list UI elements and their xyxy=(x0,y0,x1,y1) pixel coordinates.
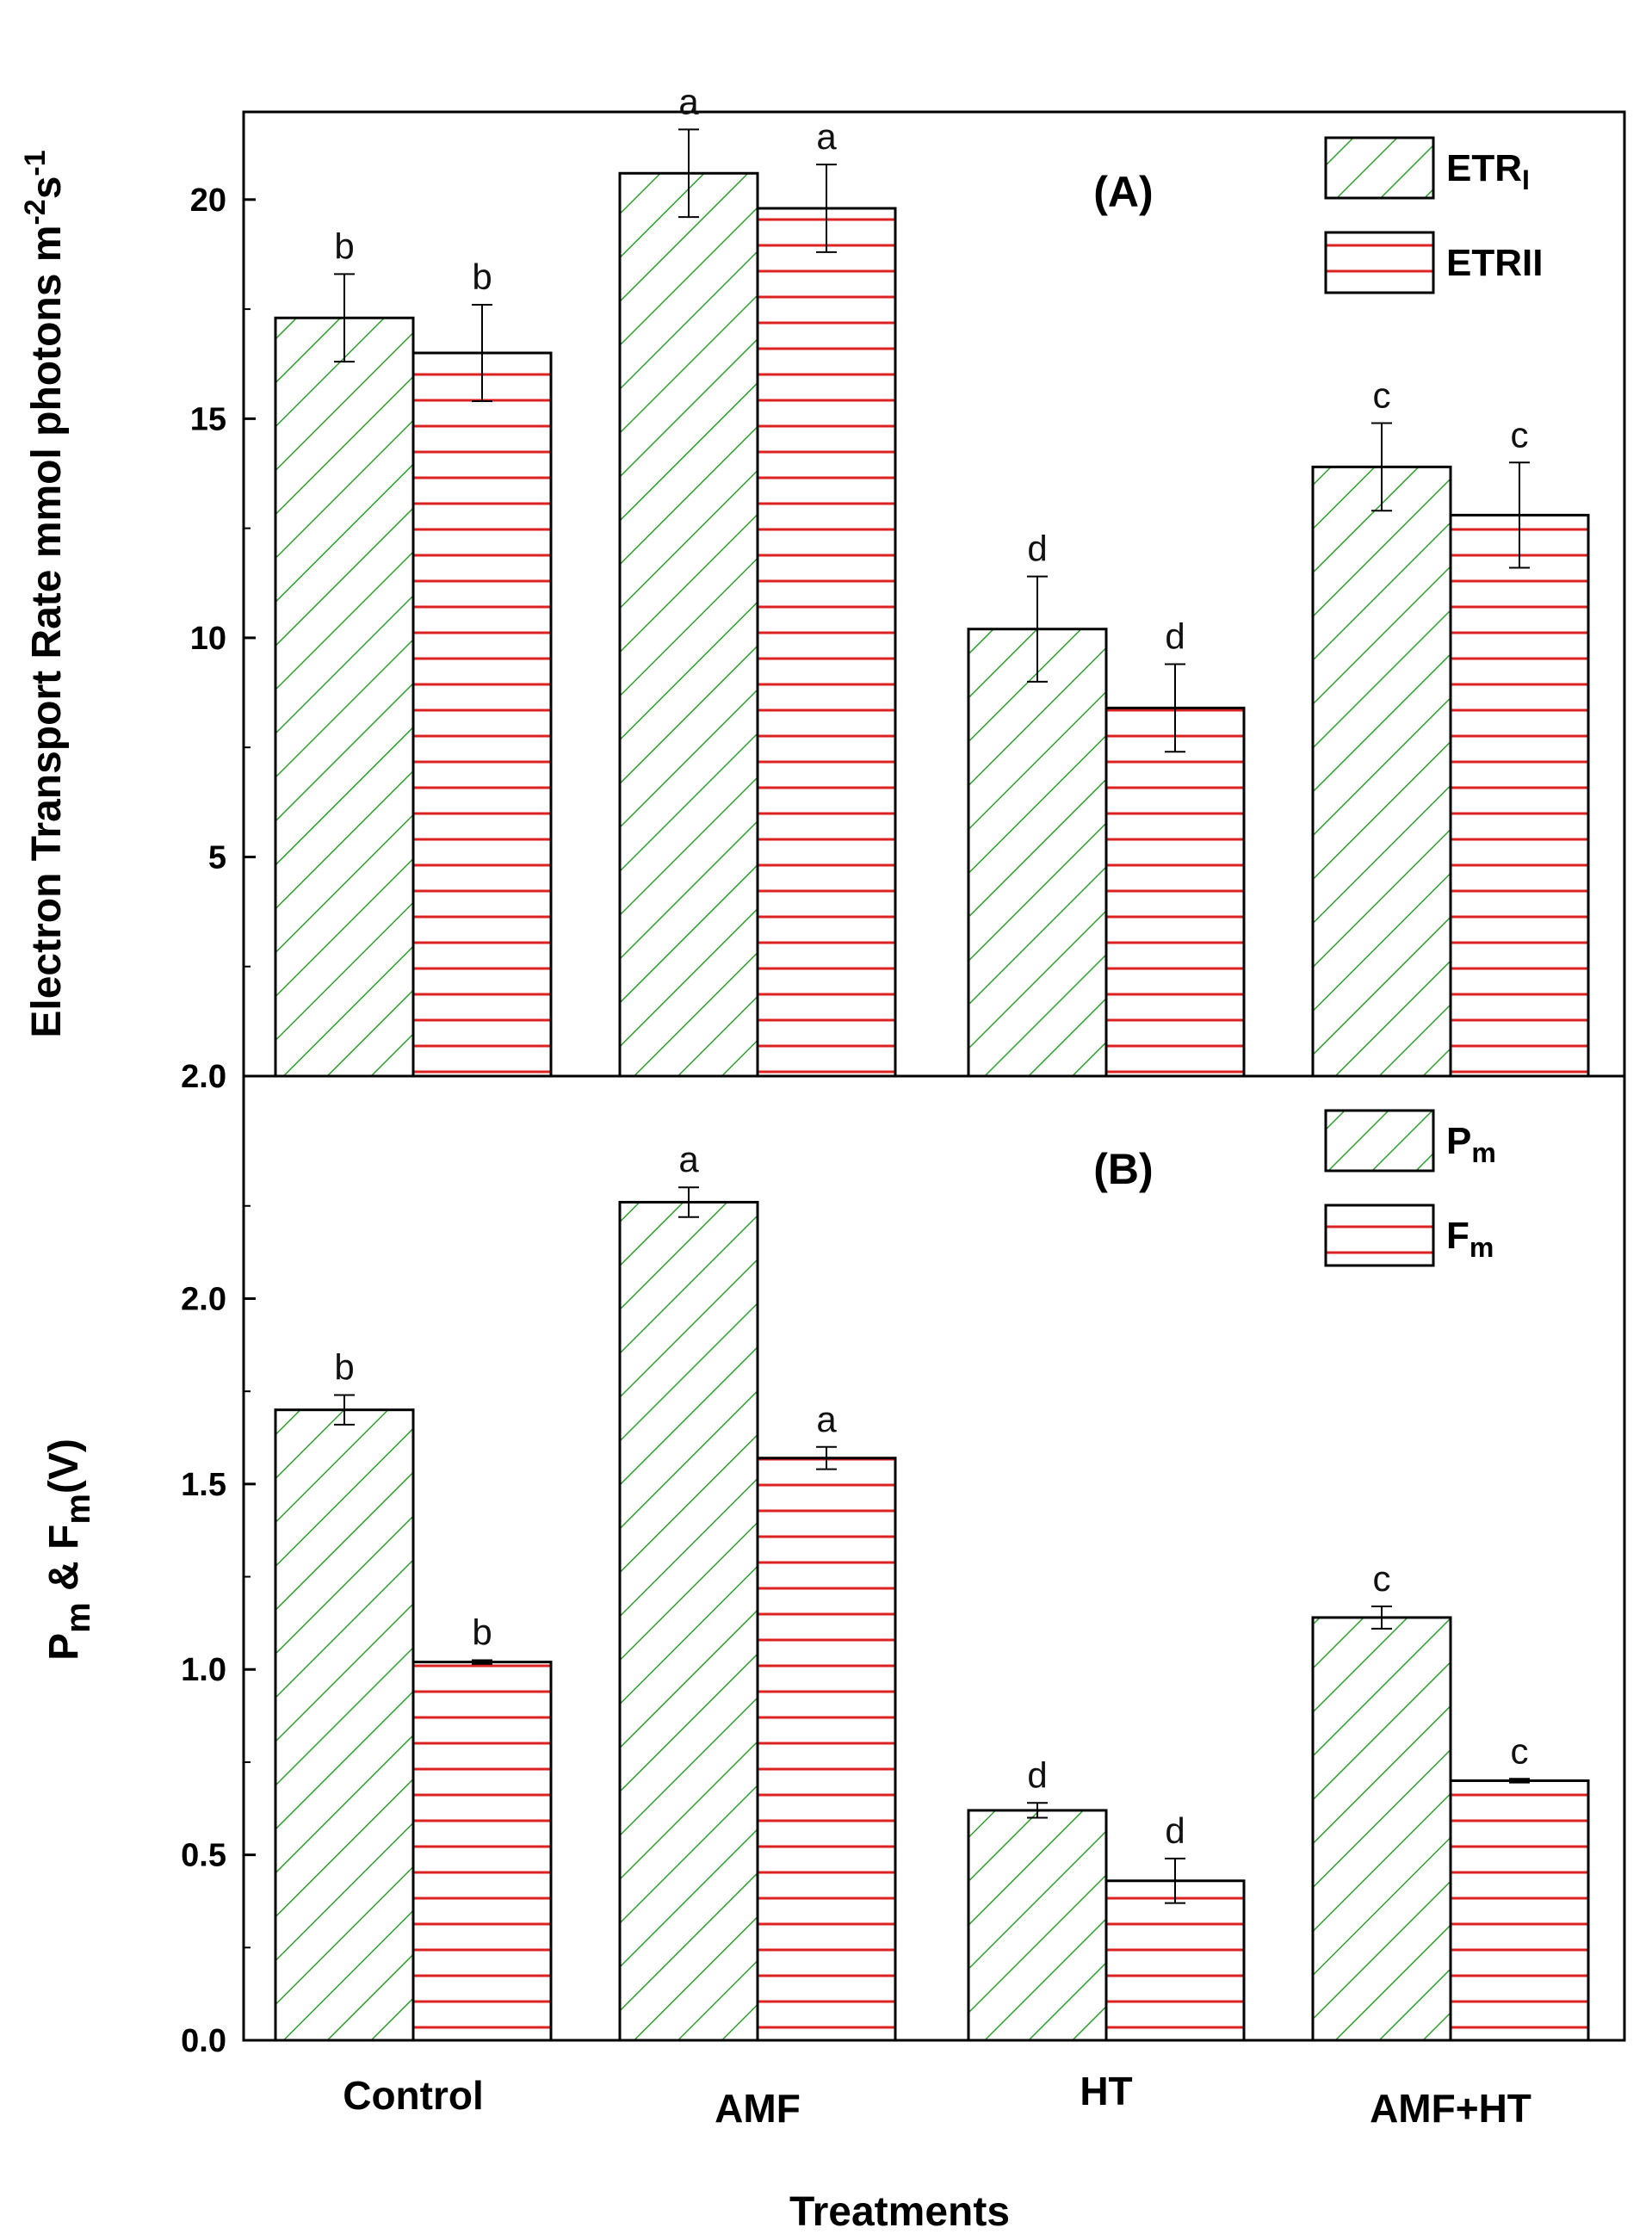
significance-letter: b xyxy=(472,1612,492,1652)
x-axis-title: Treatments xyxy=(789,2189,1010,2235)
bar-ETRI-AMF xyxy=(618,171,759,1078)
y-tick-label-zero: 0 xyxy=(208,1059,226,1095)
bar-Pm-AMF+HT xyxy=(1311,1616,1452,2042)
bar-Fm-HT xyxy=(1104,1879,1246,2042)
significance-letter: d xyxy=(1027,1754,1047,1795)
panel-label: (A) xyxy=(1093,168,1153,216)
y-tick-label-overlap: 2.0 xyxy=(181,1059,226,1095)
significance-letter: b xyxy=(334,1346,354,1387)
significance-letter: c xyxy=(1511,1730,1529,1771)
bar-ETRII-Control xyxy=(411,351,553,1078)
bar-ETRII-AMF xyxy=(756,207,897,1078)
panel-a: 5 10 15 20 2.00 b a d c b a d c (A) ETRI ETRII xyxy=(181,81,1626,1095)
panel-b: 0.0 0.5 1.0 1.5 2.0 b a d c b a d c (B) Pm Fm xyxy=(181,1074,1626,2059)
bar-ETRII-HT xyxy=(1104,706,1246,1078)
significance-letter: b xyxy=(334,226,354,266)
y-axis-title-b: Pm & Fm(V) xyxy=(41,1439,97,1661)
legend-swatch-Fm xyxy=(1324,1204,1435,1267)
y-tick-label: 1.0 xyxy=(181,1652,226,1688)
bar-Pm-AMF xyxy=(618,1200,759,2042)
significance-letter: a xyxy=(678,81,699,121)
significance-letter: c xyxy=(1511,414,1529,455)
significance-letter: c xyxy=(1373,1558,1391,1599)
bar-ETRI-HT xyxy=(967,628,1108,1078)
bar-Fm-Control xyxy=(411,1661,553,2042)
significance-letter: d xyxy=(1027,529,1047,569)
significance-letter: a xyxy=(816,116,837,157)
y-tick-label: 0.0 xyxy=(181,2023,226,2059)
bar-Fm-AMF+HT xyxy=(1449,1779,1590,2042)
x-tick-label: AMF xyxy=(715,2086,801,2131)
y-tick-label: 1.5 xyxy=(181,1467,226,1503)
legend-label-ETRII: ETRII xyxy=(1446,242,1543,284)
bar-ETRI-Control xyxy=(274,316,415,1078)
y-tick-label: 15 xyxy=(190,401,226,437)
y-tick-label: 0.5 xyxy=(181,1838,226,1874)
panel-label: (B) xyxy=(1093,1145,1153,1193)
x-tick-label: Control xyxy=(343,2073,484,2118)
x-tick-label: AMF+HT xyxy=(1370,2086,1531,2131)
significance-letter: d xyxy=(1165,1810,1185,1851)
legend-swatch-ETRI xyxy=(1324,136,1435,200)
bar-ETRII-AMF+HT xyxy=(1449,513,1590,1078)
bar-Pm-Control xyxy=(274,1408,415,2042)
significance-letter: c xyxy=(1373,374,1391,415)
y-tick-label: 2.0 xyxy=(181,1281,226,1317)
significance-letter: d xyxy=(1165,616,1185,656)
x-tick-label: HT xyxy=(1080,2069,1132,2113)
bar-Fm-AMF xyxy=(756,1457,897,2042)
significance-letter: b xyxy=(472,257,492,297)
legend-label-ETRI: ETRI xyxy=(1446,147,1530,195)
y-tick-label: 10 xyxy=(190,621,226,657)
legend-label-Pm: Pm xyxy=(1446,1120,1496,1168)
bar-Pm-HT xyxy=(967,1809,1108,2042)
legend-swatch-Pm xyxy=(1324,1109,1435,1173)
legend-label-Fm: Fm xyxy=(1446,1215,1494,1263)
bar-ETRI-AMF+HT xyxy=(1311,465,1452,1078)
significance-letter: a xyxy=(678,1139,699,1179)
y-tick-label: 20 xyxy=(190,183,226,219)
significance-letter: a xyxy=(816,1399,837,1439)
y-tick-label: 5 xyxy=(208,839,226,876)
y-axis-title-a: Electron Transport Rate mmol photons m-2… xyxy=(19,150,70,1037)
plot-frame xyxy=(242,1074,1626,2042)
legend-swatch-ETRII xyxy=(1324,231,1435,294)
